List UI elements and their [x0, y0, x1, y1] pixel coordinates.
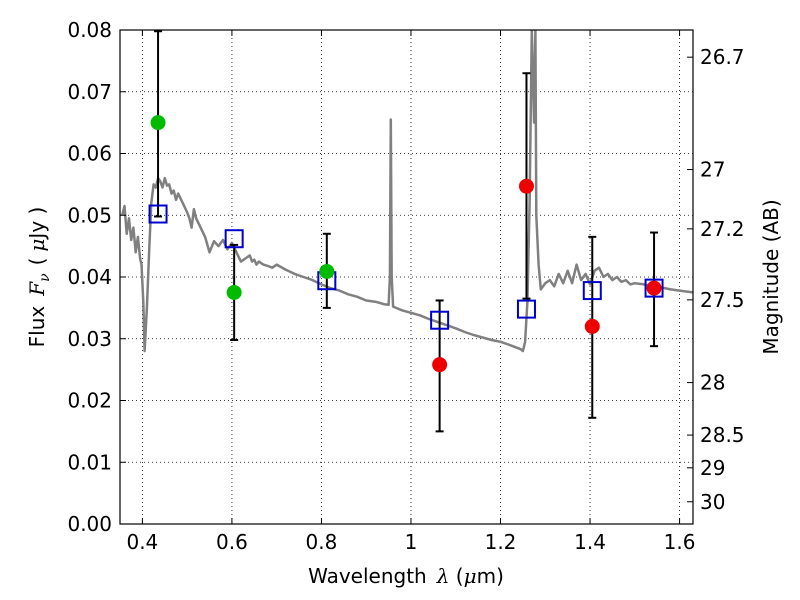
red-flux-marker	[518, 178, 534, 194]
y-tick-label: 0.07	[67, 80, 112, 104]
data-point	[430, 299, 450, 433]
red-flux-marker	[432, 357, 448, 373]
x-tick-label: 1.4	[574, 530, 606, 554]
data-point	[224, 229, 244, 341]
x-tick-label: 0.6	[216, 530, 248, 554]
y-tick-label: 0.00	[67, 512, 112, 536]
y-axis-right-title: Magnitude (AB)	[759, 199, 783, 354]
model-flux-box	[582, 281, 602, 301]
x-tick-label: 0.4	[126, 530, 158, 554]
model-flux-box	[148, 204, 168, 224]
right-tick-label: 27	[700, 158, 725, 182]
red-flux-marker	[646, 280, 662, 296]
y-axis-title: FluxFν(μJy )	[25, 207, 53, 348]
data-point	[317, 232, 337, 309]
y-tick-label: 0.01	[67, 450, 112, 474]
right-tick-label: 27.2	[700, 217, 745, 241]
right-tick-label: 28.5	[700, 423, 745, 447]
green-flux-marker	[150, 115, 166, 131]
y-tick-label: 0.06	[67, 142, 112, 166]
green-flux-marker	[226, 284, 242, 300]
model-spectrum-line	[120, 30, 693, 353]
data-point	[148, 30, 168, 224]
data-point	[516, 72, 536, 319]
model-flux-box	[430, 310, 450, 330]
x-tick-label: 1.6	[664, 530, 696, 554]
right-tick-label: 27.5	[700, 288, 745, 312]
data-point	[644, 231, 664, 348]
axis-ticks: 0.4 0.6 0.8 1 1.2 1.4 1.6 0.00 0.01 0.02 0.03 0.04 0…	[67, 18, 744, 554]
model-flux-box	[644, 278, 664, 298]
x-tick-label: 1.2	[485, 530, 517, 554]
right-tick-label: 28	[700, 371, 725, 395]
x-axis-title: Wavelength λ (μm)	[308, 564, 504, 588]
red-flux-marker	[584, 318, 600, 334]
model-flux-box	[224, 229, 244, 249]
y-tick-label: 0.05	[67, 203, 112, 227]
y-tick-label: 0.03	[67, 327, 112, 351]
data-point	[582, 235, 602, 419]
y-tick-label: 0.02	[67, 389, 112, 413]
y-tick-label: 0.08	[67, 18, 112, 42]
right-tick-label: 30	[700, 490, 725, 514]
x-tick-label: 1	[405, 530, 418, 554]
right-tick-label: 29	[700, 456, 725, 480]
model-flux-box	[516, 299, 536, 319]
green-flux-marker	[319, 263, 335, 279]
y-tick-label: 0.04	[67, 265, 112, 289]
plot-area	[120, 30, 693, 433]
x-tick-label: 0.8	[306, 530, 338, 554]
right-tick-label: 26.7	[700, 45, 745, 69]
